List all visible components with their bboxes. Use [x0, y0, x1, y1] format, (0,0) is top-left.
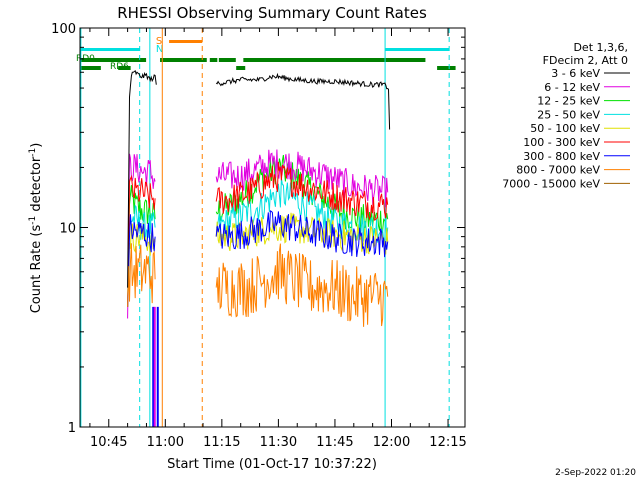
legend-label-50-100-kev: 50 - 100 keV: [530, 122, 600, 135]
legend-label-25-50-kev: 25 - 50 keV: [537, 108, 600, 121]
series-100-300-kev-segment-0: [127, 174, 156, 307]
y-axis-label-main: Count Rate (s: [29, 225, 44, 314]
y-axis-label-sup-2: -1: [28, 148, 38, 157]
state-bar-s-0: [169, 40, 203, 43]
y-axis-label-end: ): [29, 143, 44, 148]
legend-label-100-300-kev: 100 - 300 keV: [523, 136, 600, 149]
legend-header-1: FDecim 2, Att 0: [543, 54, 628, 67]
legend-label-12-25-kev: 12 - 25 keV: [537, 95, 600, 108]
legend-label-6-12-kev: 6 - 12 keV: [544, 81, 600, 94]
y-tick-label-100: 100: [51, 22, 76, 37]
series-800-7000-kev-segment-0: [127, 243, 156, 307]
state-bar-rd0-4: [243, 58, 426, 62]
footer-timestamp: 2-Sep-2022 01:20: [555, 468, 636, 478]
x-axis-label: Start Time (01-Oct-17 10:37:22): [167, 457, 377, 472]
y-axis-label: Count Rate (s-1 detector-1): [28, 143, 44, 314]
series-12-25-kev-segment-0: [127, 184, 156, 307]
series-25-50-kev-segment-0: [127, 204, 156, 307]
series-3-6-kev-segment-1: [215, 72, 391, 130]
y-axis-label-sup: -1: [28, 216, 38, 225]
state-bar-rd0-0: [80, 58, 147, 62]
x-tick-label-11-30: 11:30: [260, 435, 297, 450]
legend-label-300-800-kev: 300 - 800 keV: [523, 150, 600, 163]
y-axis-label-tail: detector: [29, 156, 44, 216]
state-bar-rd6-0: [80, 66, 101, 70]
state-bar-rd6-2: [236, 66, 246, 70]
x-tick-label-12-00: 12:00: [373, 435, 410, 450]
y-tick-label-10: 10: [59, 222, 76, 237]
state-bar-rd6-1: [118, 66, 131, 70]
state-bar-rd0-1: [160, 58, 207, 62]
state-bar-rd0-2: [209, 58, 218, 62]
series-800-7000-kev-segment-1: [215, 243, 389, 327]
legend-label-7000-15000-kev: 7000 - 15000 keV: [502, 177, 600, 190]
x-tick-label-11-45: 11:45: [316, 435, 353, 450]
series-300-800-kev-segment-1: [215, 210, 389, 258]
legend-label-3-6-kev: 3 - 6 keV: [551, 67, 600, 80]
y-tick-label-1: 1: [68, 421, 76, 436]
state-bar-label-rd0: RD0: [76, 54, 95, 64]
state-bar-label-rd6: RD6: [110, 62, 129, 72]
series-100-300-kev-segment-1: [215, 161, 389, 221]
chart-title: RHESSI Observing Summary Count Rates: [117, 4, 427, 22]
state-bar-attenuator-1: [385, 48, 450, 51]
state-bar-attenuator-0: [80, 48, 140, 51]
series-300-800-kev-segment-0: [127, 214, 156, 307]
state-label-s: S: [156, 36, 162, 47]
state-bar-rd0-3: [218, 58, 236, 62]
series-3-6-kev-segment-0: [127, 69, 157, 288]
x-tick-label-10-45: 10:45: [90, 435, 127, 450]
state-label-n: N: [156, 44, 163, 55]
legend-label-800-7000-kev: 800 - 7000 keV: [516, 164, 600, 177]
x-tick-label-12-15: 12:15: [429, 435, 466, 450]
state-bar-rd6-3: [437, 66, 456, 70]
series-6-12-kev-segment-1: [215, 149, 389, 208]
x-tick-label-11-00: 11:00: [147, 435, 184, 450]
x-tick-label-11-15: 11:15: [203, 435, 240, 450]
legend-header-0: Det 1,3,6,: [573, 41, 628, 54]
